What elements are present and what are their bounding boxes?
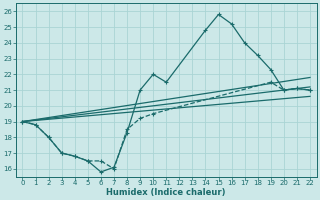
X-axis label: Humidex (Indice chaleur): Humidex (Indice chaleur) — [107, 188, 226, 197]
